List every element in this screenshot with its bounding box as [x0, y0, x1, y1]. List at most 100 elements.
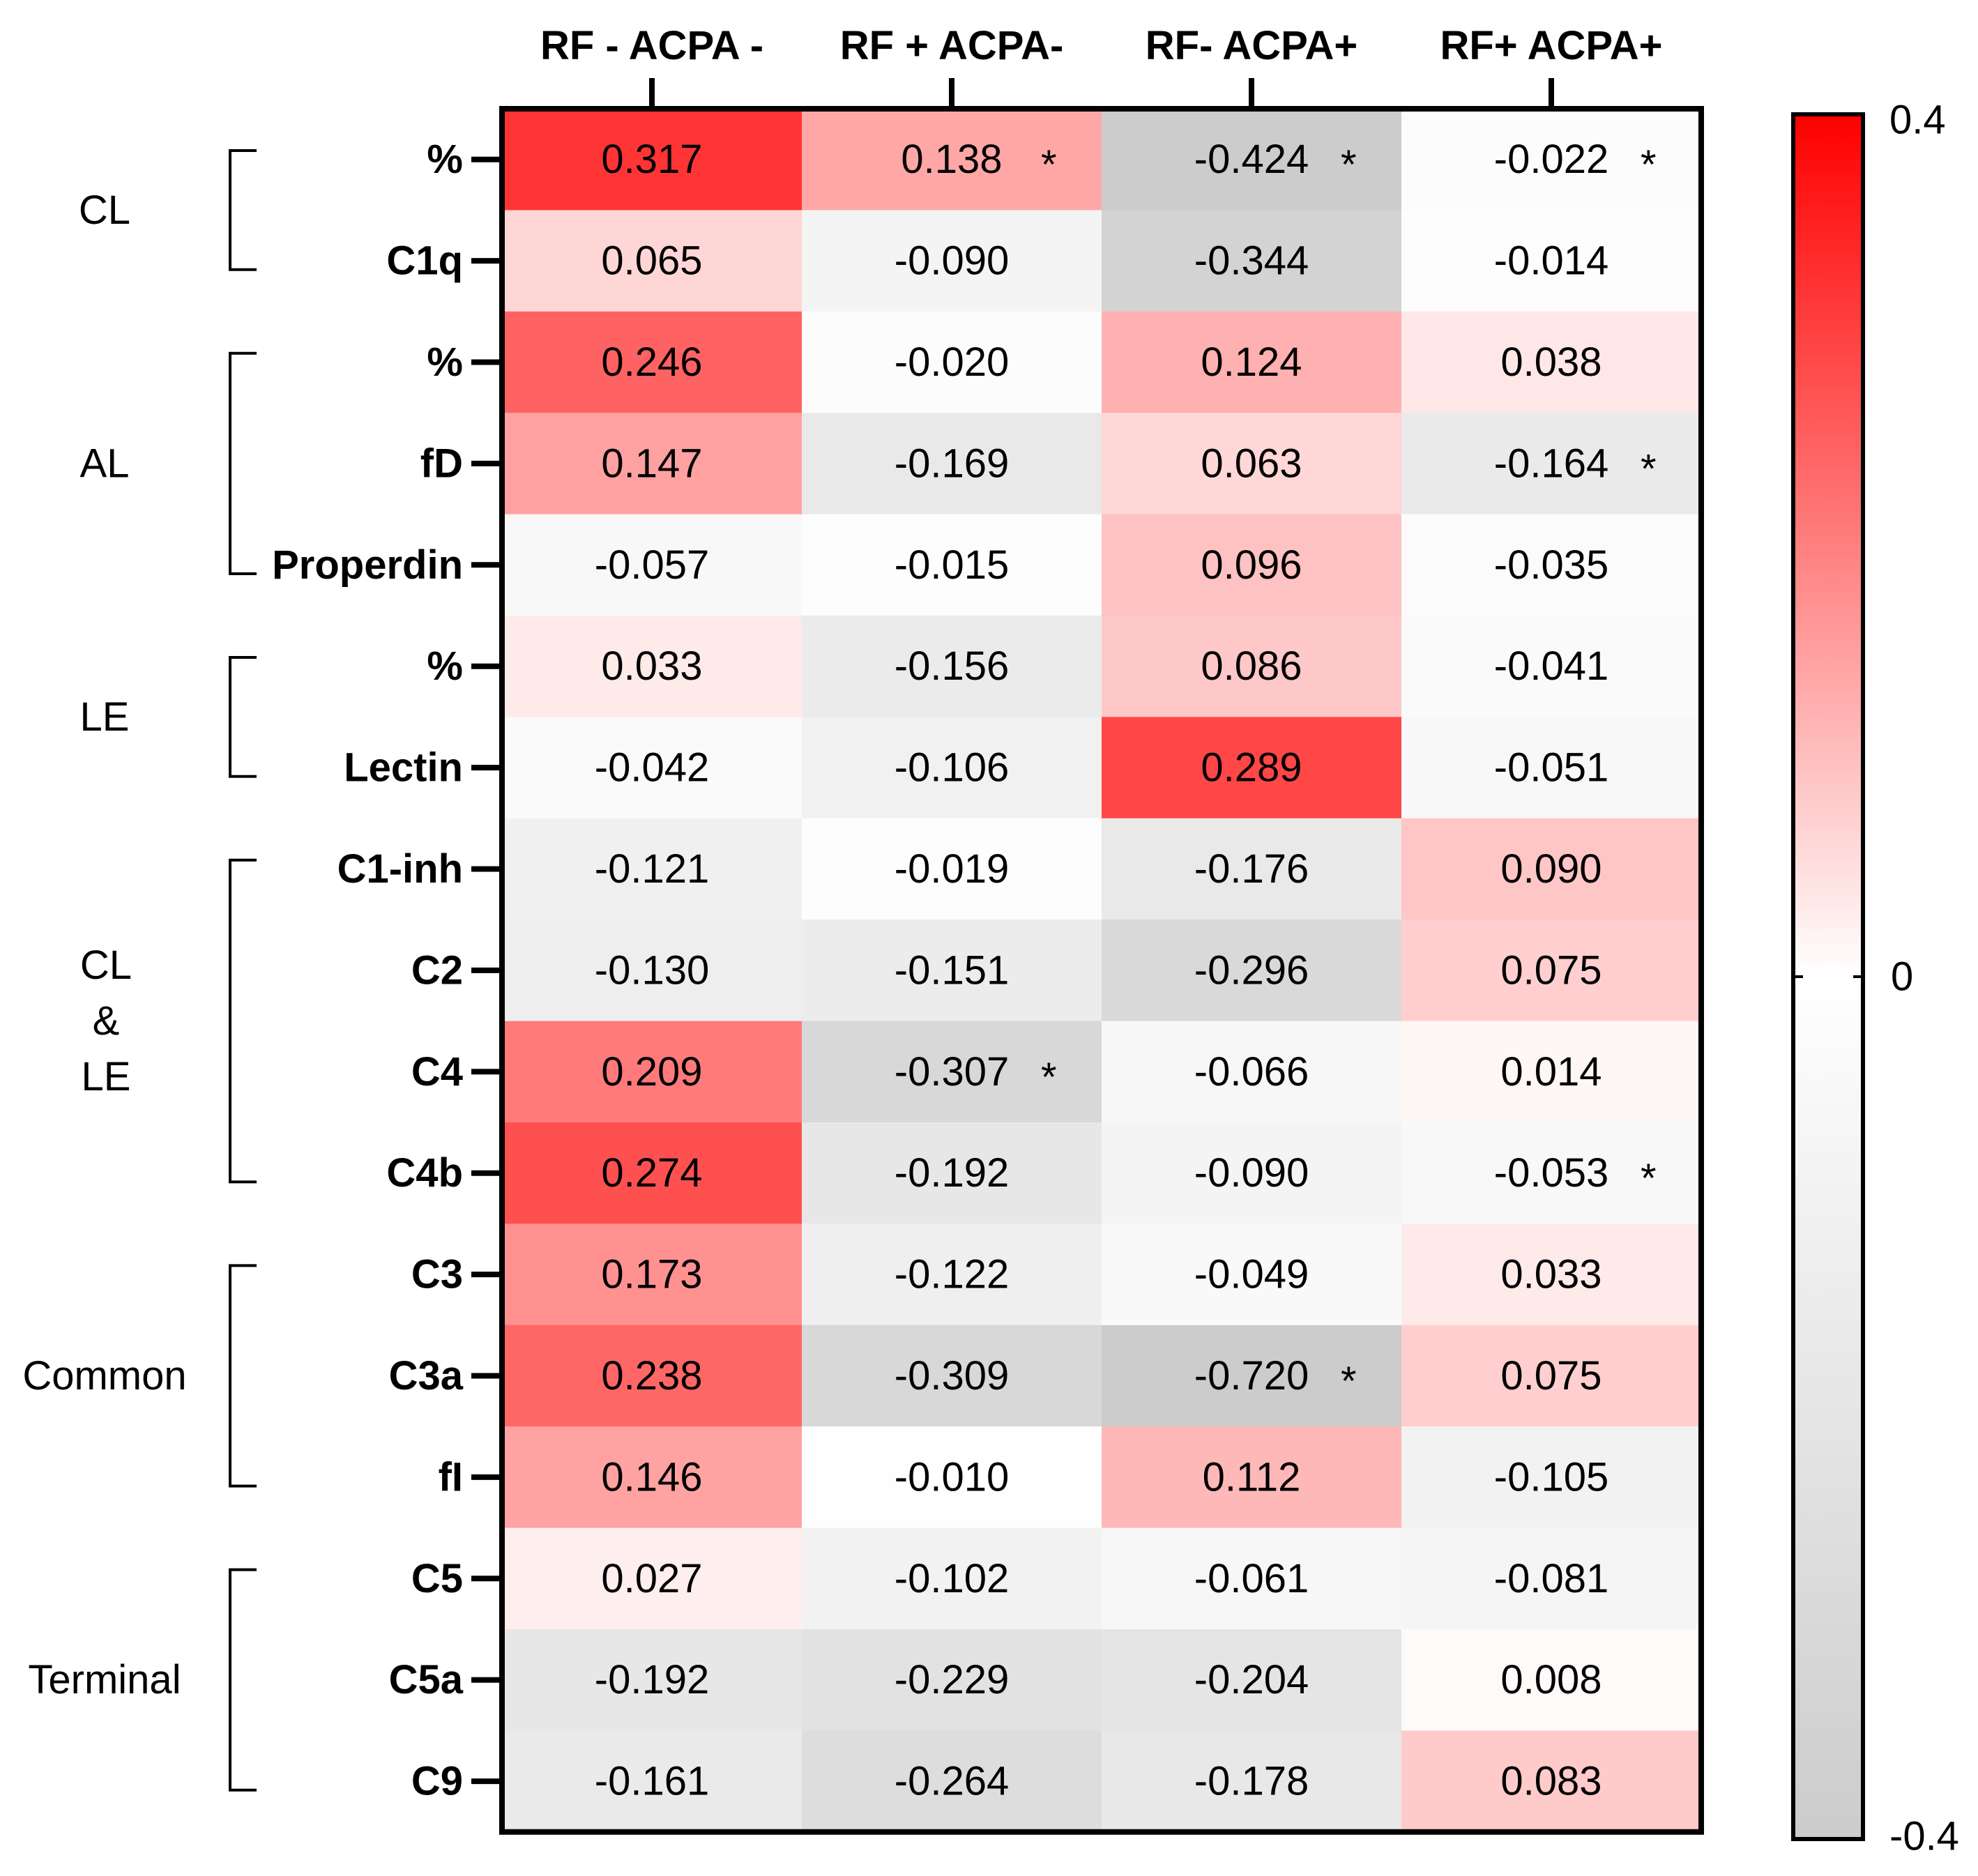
heatmap-cell — [1102, 1325, 1402, 1427]
heatmap-cell — [502, 616, 802, 717]
heatmap-cell — [1102, 717, 1402, 819]
group-label: LE — [80, 694, 130, 740]
column-label: RF+ ACPA+ — [1440, 23, 1662, 68]
group-bracket — [229, 858, 257, 1184]
heatmap-cell — [502, 1325, 802, 1427]
cell-value: 0.238 — [601, 1353, 702, 1398]
heatmap-cell — [802, 1223, 1102, 1326]
heatmap-cell — [1401, 1426, 1702, 1529]
cell-value: -0.057 — [595, 542, 709, 588]
heatmap-cell — [802, 920, 1102, 1022]
cell-value: -0.176 — [1194, 846, 1309, 892]
significance-marker: * — [1041, 1055, 1057, 1100]
row-label: C5a — [389, 1657, 464, 1702]
cell-value: 0.083 — [1500, 1759, 1602, 1804]
cell-value: -0.122 — [895, 1252, 1009, 1297]
cell-value: -0.035 — [1494, 542, 1608, 588]
cell-value: -0.296 — [1194, 947, 1309, 993]
group-label: & — [93, 998, 120, 1044]
heatmap-cell — [502, 717, 802, 819]
cell-value: 0.289 — [1201, 745, 1302, 791]
row-label: C2 — [411, 947, 463, 993]
significance-marker: * — [1641, 142, 1657, 188]
cell-value: -0.105 — [1494, 1454, 1608, 1500]
row-label: C3 — [411, 1252, 463, 1297]
cell-value: -0.151 — [895, 947, 1009, 993]
heatmap-cell — [1401, 1122, 1702, 1224]
cell-value: -0.081 — [1494, 1556, 1608, 1601]
cell-value: 0.033 — [601, 643, 702, 689]
heatmap-cell — [1102, 1629, 1402, 1731]
heatmap-cell — [1102, 1426, 1402, 1529]
cell-value: -0.178 — [1194, 1759, 1309, 1804]
heatmap-cell — [1102, 1527, 1402, 1630]
cell-value: 0.090 — [1500, 846, 1602, 892]
row-label: Lectin — [344, 745, 463, 791]
significance-marker: * — [1341, 142, 1357, 188]
heatmap-cell — [1401, 1325, 1702, 1427]
heatmap-cell — [502, 210, 802, 312]
group-bracket — [229, 656, 257, 778]
heatmap-cell — [1401, 109, 1702, 211]
cell-value: -0.130 — [595, 947, 709, 993]
cell-value: 0.138 — [901, 137, 1002, 182]
cell-value: 0.075 — [1500, 947, 1602, 993]
heatmap-cell — [802, 514, 1102, 616]
heatmap-cell — [1401, 1730, 1702, 1833]
cell-value: 0.086 — [1201, 643, 1302, 689]
cell-value: -0.121 — [595, 846, 709, 892]
row-label: C4 — [411, 1049, 463, 1095]
heatmap-cell — [1102, 413, 1402, 515]
row-label: C5 — [411, 1556, 463, 1601]
heatmap-cell — [502, 1730, 802, 1833]
cell-value: 0.274 — [601, 1150, 702, 1196]
row-label: % — [427, 643, 463, 689]
cell-value: 0.065 — [601, 238, 702, 284]
heatmap-cell — [1401, 514, 1702, 616]
cell-value: -0.066 — [1194, 1049, 1309, 1095]
heatmap-cell — [802, 1527, 1102, 1630]
group-label: AL — [80, 441, 130, 486]
cell-value: -0.022 — [1494, 137, 1608, 182]
heatmap-cell — [1102, 920, 1402, 1022]
group-label: CL — [80, 943, 132, 988]
group-label: Terminal — [28, 1657, 181, 1702]
row-label: C1q — [386, 238, 463, 284]
cell-value: 0.063 — [1201, 441, 1302, 486]
heatmap-cell — [1401, 616, 1702, 717]
cell-value: -0.020 — [895, 340, 1009, 385]
group-label: Common — [22, 1353, 186, 1398]
cell-value: 0.124 — [1201, 340, 1302, 385]
cell-value: 0.096 — [1201, 542, 1302, 588]
cell-value: 0.038 — [1500, 340, 1602, 385]
heatmap-cell — [502, 1223, 802, 1326]
row-label: C9 — [411, 1759, 463, 1804]
cell-value: -0.102 — [895, 1556, 1009, 1601]
cell-value: -0.090 — [895, 238, 1009, 284]
cell-value: 0.209 — [601, 1049, 702, 1095]
heatmap-cell — [502, 1122, 802, 1224]
significance-marker: * — [1041, 142, 1057, 188]
cell-value: 0.173 — [601, 1252, 702, 1297]
heatmap-cell — [1401, 413, 1702, 515]
heatmap-cell — [1401, 1629, 1702, 1731]
colorbar — [1791, 112, 1865, 1841]
cell-value: 0.146 — [601, 1454, 702, 1500]
column-label: RF - ACPA - — [540, 23, 763, 68]
cell-value: -0.015 — [895, 542, 1009, 588]
group-label: CL — [79, 188, 130, 233]
cell-value: 0.075 — [1500, 1353, 1602, 1398]
cell-value: -0.041 — [1494, 643, 1608, 689]
heatmap-cell — [1102, 616, 1402, 717]
cell-value: -0.344 — [1194, 238, 1309, 284]
cell-value: -0.192 — [895, 1150, 1009, 1196]
heatmap-cell — [802, 1629, 1102, 1731]
cell-value: -0.010 — [895, 1454, 1009, 1500]
cell-value: -0.106 — [895, 745, 1009, 791]
heatmap-cell — [802, 210, 1102, 312]
cell-value: -0.229 — [895, 1657, 1009, 1702]
heatmap-cell — [1102, 109, 1402, 211]
row-label: % — [427, 137, 463, 182]
cell-value: 0.014 — [1500, 1049, 1602, 1095]
